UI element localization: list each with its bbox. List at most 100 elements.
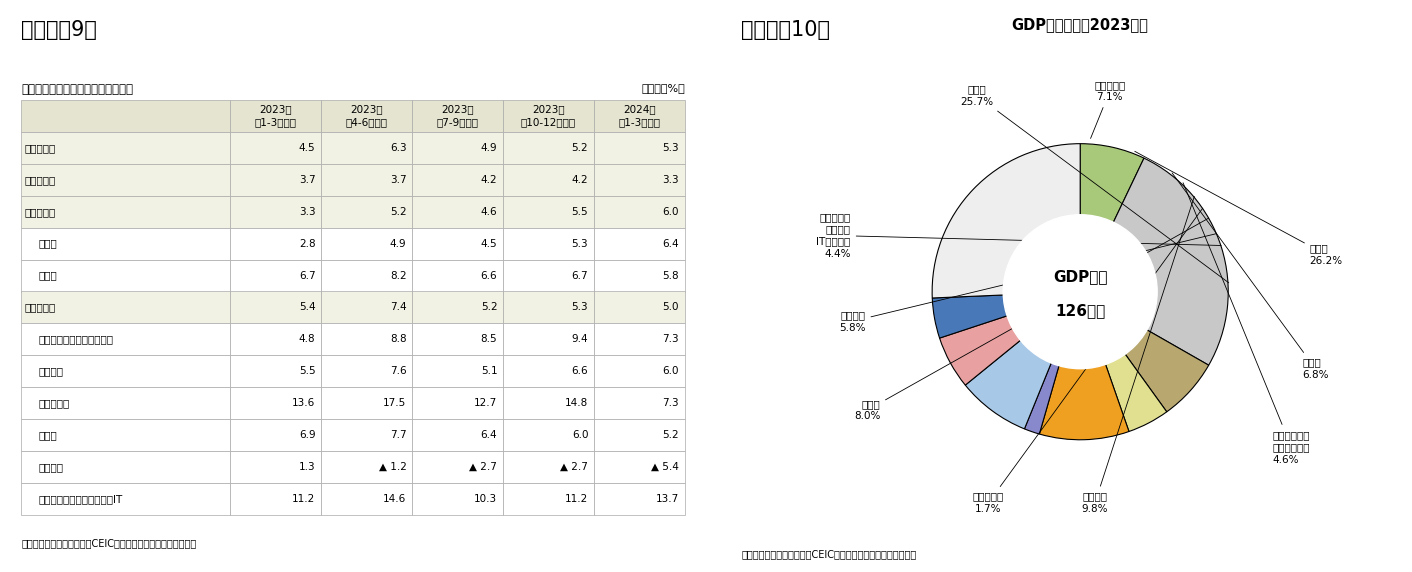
Wedge shape xyxy=(1080,144,1144,292)
Bar xyxy=(594,483,685,515)
Bar xyxy=(503,292,594,323)
Bar xyxy=(321,164,412,196)
Circle shape xyxy=(1003,214,1158,369)
Bar xyxy=(21,132,230,164)
Bar xyxy=(230,164,321,196)
Bar xyxy=(412,483,503,515)
Text: 6.9: 6.9 xyxy=(299,430,315,440)
Bar xyxy=(503,387,594,419)
Text: 6.4: 6.4 xyxy=(662,239,679,249)
Bar xyxy=(594,100,685,132)
Bar xyxy=(503,483,594,515)
Text: 126兆元: 126兆元 xyxy=(1055,304,1106,319)
Bar xyxy=(21,100,230,132)
Text: ▲ 2.7: ▲ 2.7 xyxy=(561,462,589,472)
Bar xyxy=(230,419,321,451)
Text: 2023年
（4-6月期）: 2023年 （4-6月期） xyxy=(346,105,388,128)
Text: 5.3: 5.3 xyxy=(572,303,589,312)
Text: 5.3: 5.3 xyxy=(572,239,589,249)
Text: 3.7: 3.7 xyxy=(299,175,315,185)
Text: 情報通信・
ソフト・
ITサービス
4.4%: 情報通信・ ソフト・ ITサービス 4.4% xyxy=(816,212,1221,259)
Bar xyxy=(321,387,412,419)
Text: 金融業
8.0%: 金融業 8.0% xyxy=(854,218,1209,422)
Bar xyxy=(230,292,321,323)
Bar xyxy=(230,228,321,260)
Text: GDP合計: GDP合計 xyxy=(1053,269,1107,284)
Bar xyxy=(412,228,503,260)
Text: 5.0: 5.0 xyxy=(662,303,679,312)
Bar xyxy=(594,355,685,387)
Bar xyxy=(503,100,594,132)
Text: 5.2: 5.2 xyxy=(662,430,679,440)
Text: 6.0: 6.0 xyxy=(662,366,679,376)
Text: 1.3: 1.3 xyxy=(299,462,315,472)
Text: 13.6: 13.6 xyxy=(292,398,315,408)
Bar xyxy=(321,323,412,355)
Text: 4.5: 4.5 xyxy=(299,143,315,153)
Text: 5.5: 5.5 xyxy=(299,366,315,376)
Bar xyxy=(321,196,412,228)
Text: 11.2: 11.2 xyxy=(565,494,589,504)
Bar xyxy=(412,260,503,292)
Text: 6.7: 6.7 xyxy=(572,271,589,280)
Bar xyxy=(321,228,412,260)
Bar xyxy=(230,260,321,292)
Text: 宿泊飲食業: 宿泊飲食業 xyxy=(40,398,71,408)
Wedge shape xyxy=(939,292,1080,385)
Wedge shape xyxy=(966,292,1080,429)
Bar xyxy=(321,292,412,323)
Bar xyxy=(412,292,503,323)
Text: 建築業: 建築業 xyxy=(40,271,58,280)
Text: 17.5: 17.5 xyxy=(383,398,407,408)
Text: （図表－9）: （図表－9） xyxy=(21,20,97,40)
Text: 2023年
（1-3月期）: 2023年 （1-3月期） xyxy=(254,105,297,128)
Text: 7.3: 7.3 xyxy=(662,335,679,344)
Bar xyxy=(21,483,230,515)
Text: 8.8: 8.8 xyxy=(390,335,407,344)
Bar xyxy=(230,483,321,515)
Bar xyxy=(21,323,230,355)
Text: 情報通信・ソフトウェア・IT: 情報通信・ソフトウェア・IT xyxy=(40,494,123,504)
Text: 3.3: 3.3 xyxy=(299,206,315,217)
Text: 第２次産業: 第２次産業 xyxy=(24,206,56,217)
Text: （単位：%）: （単位：%） xyxy=(641,83,685,93)
Text: 5.3: 5.3 xyxy=(662,143,679,153)
Wedge shape xyxy=(932,144,1080,298)
Bar xyxy=(594,323,685,355)
Text: 5.2: 5.2 xyxy=(480,303,497,312)
Bar xyxy=(594,260,685,292)
Text: 第１次産業: 第１次産業 xyxy=(24,175,56,185)
Text: （資料）中国国家統計局、CEICより、ニッセイ基礎研究所作成: （資料）中国国家統計局、CEICより、ニッセイ基礎研究所作成 xyxy=(741,550,916,559)
Wedge shape xyxy=(1080,158,1228,365)
Bar xyxy=(21,196,230,228)
Text: 6.6: 6.6 xyxy=(480,271,497,280)
Bar xyxy=(594,132,685,164)
Bar xyxy=(412,355,503,387)
Bar xyxy=(230,323,321,355)
Text: 14.6: 14.6 xyxy=(383,494,407,504)
Text: 6.3: 6.3 xyxy=(390,143,407,153)
Bar xyxy=(230,355,321,387)
Bar xyxy=(503,132,594,164)
Bar xyxy=(412,132,503,164)
Text: 2023年
（10-12月期）: 2023年 （10-12月期） xyxy=(521,105,576,128)
Bar xyxy=(594,419,685,451)
Bar xyxy=(21,292,230,323)
Bar xyxy=(321,451,412,483)
Text: 宿泊飲食業
1.7%: 宿泊飲食業 1.7% xyxy=(973,208,1203,514)
Bar xyxy=(503,451,594,483)
Bar xyxy=(503,196,594,228)
Bar xyxy=(21,451,230,483)
Bar xyxy=(412,387,503,419)
Bar xyxy=(503,355,594,387)
Text: 3.3: 3.3 xyxy=(662,175,679,185)
Text: ▲ 5.4: ▲ 5.4 xyxy=(651,462,679,472)
Text: 不動産業: 不動産業 xyxy=(40,462,64,472)
Bar xyxy=(21,419,230,451)
Text: 6.0: 6.0 xyxy=(662,206,679,217)
Text: 7.7: 7.7 xyxy=(390,430,407,440)
Text: 5.5: 5.5 xyxy=(572,206,589,217)
Text: 5.2: 5.2 xyxy=(572,143,589,153)
Text: 12.7: 12.7 xyxy=(474,398,497,408)
Bar xyxy=(21,387,230,419)
